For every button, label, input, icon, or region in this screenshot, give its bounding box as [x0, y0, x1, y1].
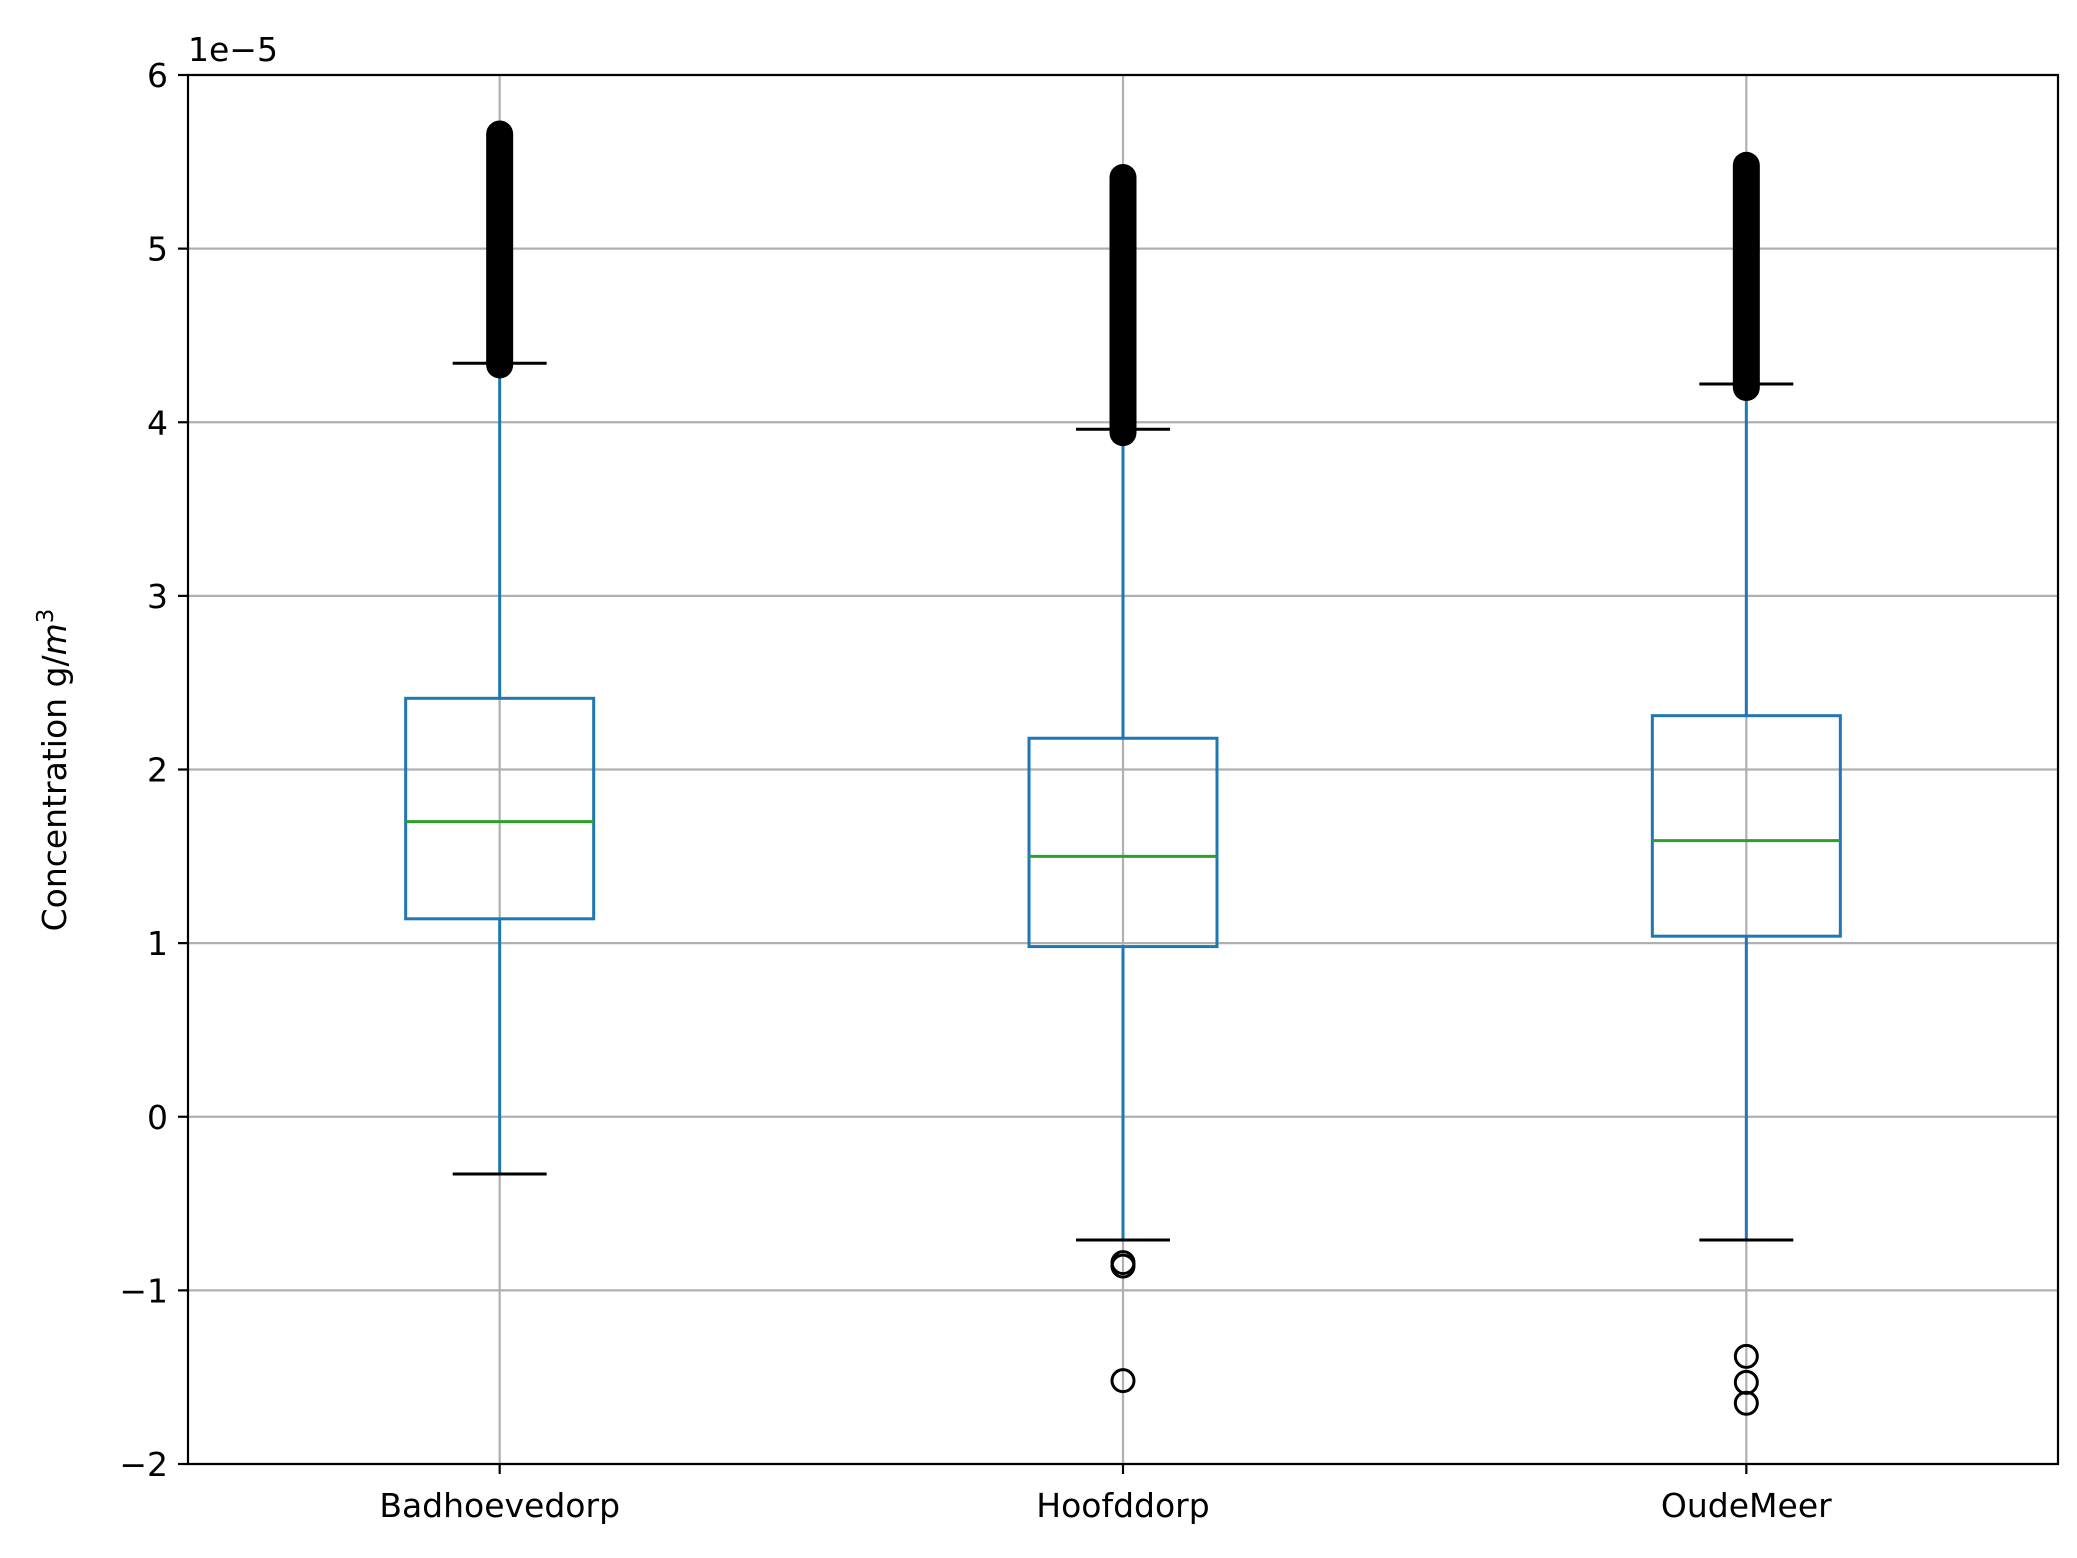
box-iqr: [404, 696, 596, 921]
box-iqr: [1650, 714, 1842, 938]
flier-point: [1733, 1343, 1759, 1369]
box-iqr: [1027, 736, 1219, 949]
y-axis-label-unit: m: [35, 623, 74, 655]
box-group-oudemeer: [1650, 151, 1842, 1416]
y-axis-label: Concentration g/m3: [33, 609, 74, 932]
y-tick-label: 4: [147, 403, 168, 442]
y-tick-label: 5: [147, 230, 168, 269]
y-tick-label: 6: [147, 56, 168, 95]
x-tick-label: Hoofddorp: [1036, 1486, 1209, 1525]
y-axis-label-unit-exponent: 3: [33, 609, 59, 624]
box-group-badhoevedorp: [404, 120, 596, 1176]
y-tick-label: 3: [147, 577, 168, 616]
y-axis-offset-label: 1e−5: [188, 30, 278, 69]
x-tick-label: Badhoevedorp: [379, 1486, 620, 1525]
box-group-hoofddorp: [1027, 163, 1219, 1394]
y-axis-label-text: Concentration g/: [35, 655, 74, 932]
y-tick-label: −2: [119, 1445, 168, 1484]
axis-ticks: −2 −1 0 1 2 3 4 5 6 Badhoevedorp Hoofddorp OudeMeer: [119, 56, 1832, 1525]
y-tick-label: −1: [119, 1271, 168, 1310]
y-tick-label: 2: [147, 751, 168, 790]
box-plot-series: [404, 120, 1842, 1416]
y-tick-label: 0: [147, 1098, 168, 1137]
x-tick-label: OudeMeer: [1661, 1486, 1832, 1525]
flier-point: [1110, 1368, 1136, 1394]
y-tick-label: 1: [147, 924, 168, 963]
flier-point: [1733, 1390, 1759, 1416]
flier-point: [1110, 1253, 1136, 1279]
